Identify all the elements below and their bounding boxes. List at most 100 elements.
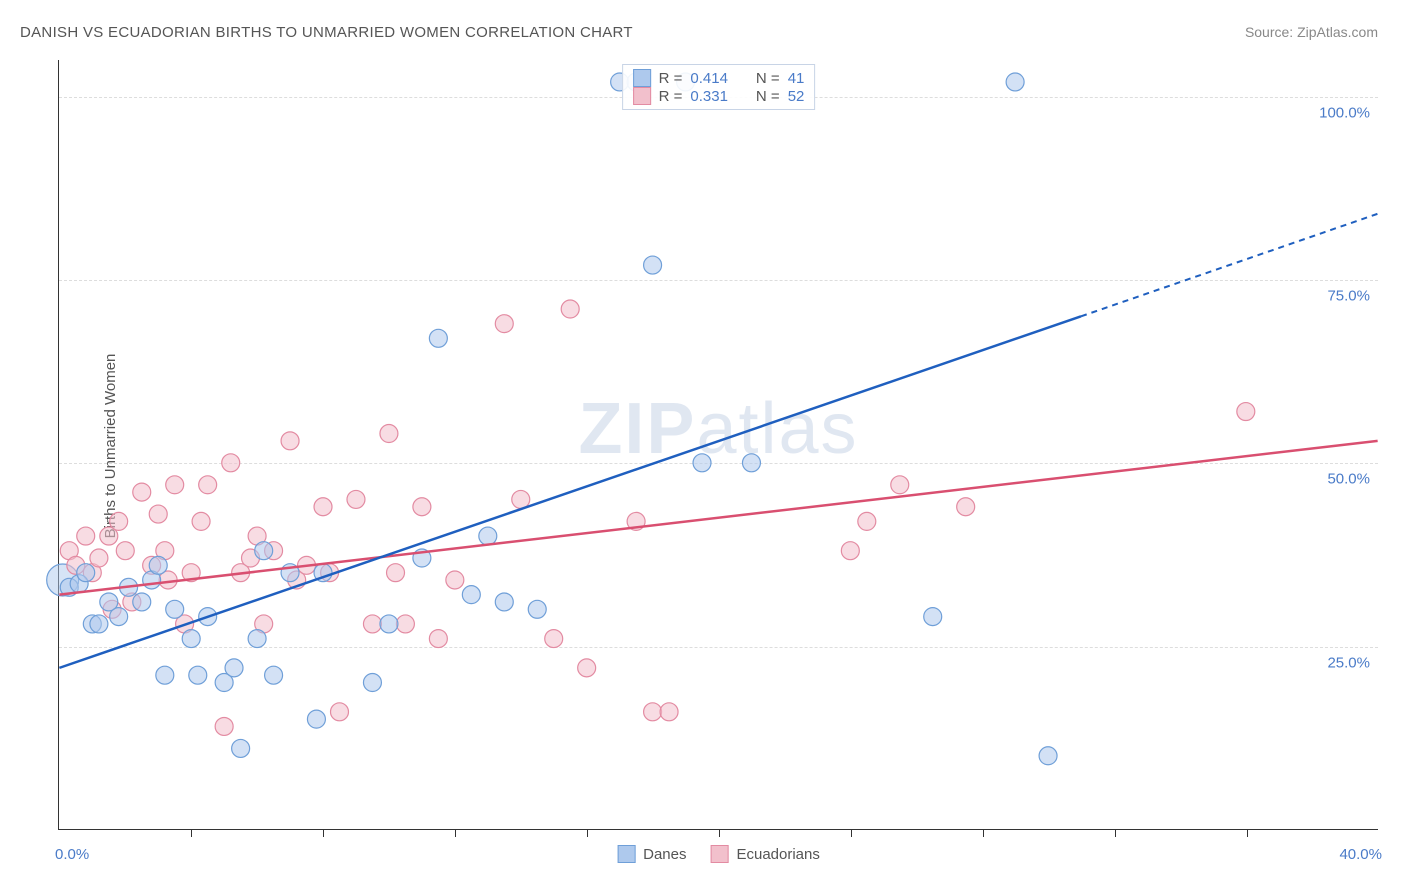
- stats-row-danes: R = 0.414 N = 41: [633, 69, 805, 87]
- x-axis-min-label: 0.0%: [55, 846, 89, 863]
- stats-swatch-ecuadorians: [633, 87, 651, 105]
- danes-point: [232, 739, 250, 757]
- ecuadorians-point: [116, 542, 134, 560]
- source-label: Source:: [1245, 24, 1297, 40]
- x-axis-max-label: 40.0%: [1339, 846, 1382, 863]
- x-tick: [191, 829, 192, 837]
- danes-point: [133, 593, 151, 611]
- ecuadorians-point: [215, 717, 233, 735]
- stats-n-label: N =: [756, 88, 780, 105]
- ecuadorians-point: [396, 615, 414, 633]
- ecuadorians-point: [387, 564, 405, 582]
- danes-point: [248, 630, 266, 648]
- danes-point: [742, 454, 760, 472]
- x-tick: [851, 829, 852, 837]
- chart-title: DANISH VS ECUADORIAN BIRTHS TO UNMARRIED…: [20, 24, 633, 41]
- ecuadorians-point: [166, 476, 184, 494]
- legend-swatch-danes: [617, 845, 635, 863]
- ecuadorians-point: [660, 703, 678, 721]
- ecuadorians-point: [77, 527, 95, 545]
- danes-point: [495, 593, 513, 611]
- ecuadorians-point: [347, 490, 365, 508]
- legend-item-danes: Danes: [617, 845, 686, 863]
- ecuadorians-point: [281, 432, 299, 450]
- stats-n-label: N =: [756, 70, 780, 87]
- ecuadorians-point: [192, 512, 210, 530]
- danes-point: [110, 608, 128, 626]
- regression-line-extrapolated: [1081, 214, 1378, 317]
- danes-point: [693, 454, 711, 472]
- ecuadorians-point: [149, 505, 167, 523]
- danes-point: [77, 564, 95, 582]
- danes-point: [924, 608, 942, 626]
- danes-point: [363, 674, 381, 692]
- danes-point: [166, 600, 184, 618]
- legend-label-ecuadorians: Ecuadorians: [736, 846, 819, 863]
- ecuadorians-point: [957, 498, 975, 516]
- ecuadorians-point: [363, 615, 381, 633]
- danes-point: [156, 666, 174, 684]
- ecuadorians-point: [331, 703, 349, 721]
- danes-point: [189, 666, 207, 684]
- ecuadorians-point: [222, 454, 240, 472]
- source-attribution: Source: ZipAtlas.com: [1245, 24, 1378, 40]
- legend-swatch-ecuadorians: [710, 845, 728, 863]
- ecuadorians-point: [446, 571, 464, 589]
- stats-r-label: R =: [659, 70, 683, 87]
- stats-n-ecuadorians: 52: [788, 88, 805, 105]
- ecuadorians-point: [110, 512, 128, 530]
- danes-point: [429, 329, 447, 347]
- danes-point: [149, 556, 167, 574]
- x-tick: [455, 829, 456, 837]
- ecuadorians-point: [413, 498, 431, 516]
- danes-point: [528, 600, 546, 618]
- ecuadorians-point: [199, 476, 217, 494]
- ecuadorians-point: [380, 425, 398, 443]
- ecuadorians-point: [841, 542, 859, 560]
- danes-point: [644, 256, 662, 274]
- stats-swatch-danes: [633, 69, 651, 87]
- bottom-legend: Danes Ecuadorians: [617, 845, 820, 863]
- ecuadorians-point: [644, 703, 662, 721]
- danes-point: [462, 586, 480, 604]
- x-tick: [719, 829, 720, 837]
- plot-area: ZIPatlas 25.0%50.0%75.0%100.0% 0.0% 40.0…: [58, 60, 1378, 830]
- ecuadorians-point: [90, 549, 108, 567]
- ecuadorians-point: [495, 315, 513, 333]
- stats-row-ecuadorians: R = 0.331 N = 52: [633, 87, 805, 105]
- stats-r-ecuadorians: 0.331: [690, 88, 728, 105]
- x-tick: [323, 829, 324, 837]
- ecuadorians-point: [1237, 403, 1255, 421]
- ecuadorians-point: [545, 630, 563, 648]
- regression-line: [59, 441, 1377, 595]
- danes-point: [182, 630, 200, 648]
- legend-item-ecuadorians: Ecuadorians: [710, 845, 819, 863]
- ecuadorians-point: [578, 659, 596, 677]
- x-tick: [1115, 829, 1116, 837]
- danes-point: [1039, 747, 1057, 765]
- ecuadorians-point: [561, 300, 579, 318]
- ecuadorians-point: [133, 483, 151, 501]
- danes-point: [255, 542, 273, 560]
- ecuadorians-point: [858, 512, 876, 530]
- ecuadorians-point: [891, 476, 909, 494]
- danes-point: [380, 615, 398, 633]
- danes-point: [307, 710, 325, 728]
- chart-container: DANISH VS ECUADORIAN BIRTHS TO UNMARRIED…: [0, 0, 1406, 892]
- ecuadorians-point: [429, 630, 447, 648]
- x-tick: [1247, 829, 1248, 837]
- danes-point: [90, 615, 108, 633]
- scatter-svg: [59, 60, 1378, 829]
- ecuadorians-point: [314, 498, 332, 516]
- stats-r-label: R =: [659, 88, 683, 105]
- stats-r-danes: 0.414: [690, 70, 728, 87]
- stats-n-danes: 41: [788, 70, 805, 87]
- stats-box: R = 0.414 N = 41 R = 0.331 N = 52: [622, 64, 816, 110]
- source-value: ZipAtlas.com: [1297, 24, 1378, 40]
- x-tick: [983, 829, 984, 837]
- legend-label-danes: Danes: [643, 846, 686, 863]
- x-tick: [587, 829, 588, 837]
- danes-point: [265, 666, 283, 684]
- danes-point: [1006, 73, 1024, 91]
- danes-point: [225, 659, 243, 677]
